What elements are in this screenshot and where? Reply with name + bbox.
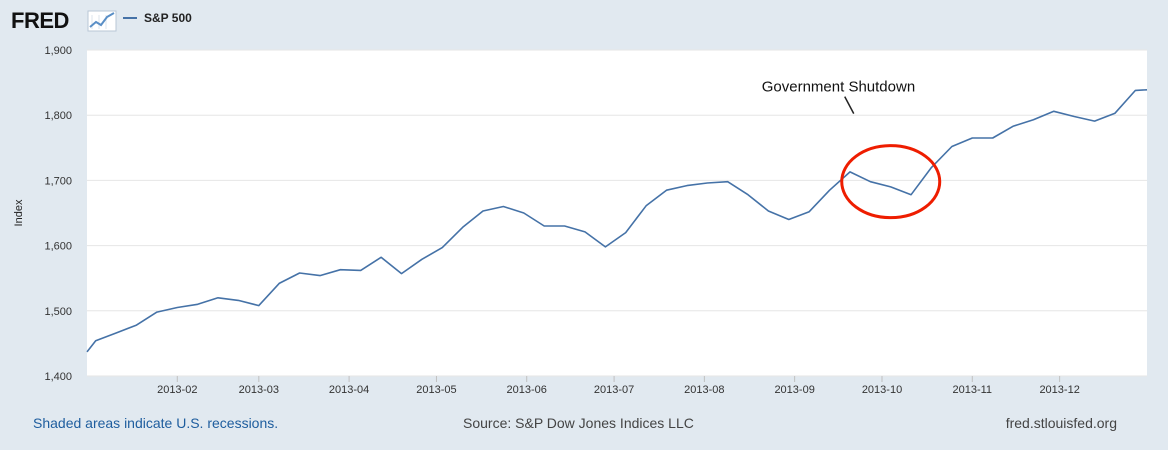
legend-label: S&P 500 <box>144 11 192 25</box>
annotation-circle <box>840 144 942 220</box>
x-tick-label: 2013-05 <box>416 384 456 396</box>
series-line-sp500[interactable] <box>86 89 1148 353</box>
x-tick-label: 2013-12 <box>1039 384 1079 396</box>
x-tick-label: 2013-02 <box>157 384 197 396</box>
y-tick-label: 1,900 <box>44 45 72 57</box>
y-tick-label: 1,700 <box>44 175 72 187</box>
x-tick-label: 2013-09 <box>774 384 814 396</box>
x-tick-label: 2013-07 <box>594 384 634 396</box>
x-tick-label: 2013-04 <box>329 384 369 396</box>
x-tick-label: 2013-08 <box>684 384 724 396</box>
plot-area <box>87 50 1147 376</box>
annotation-pointer <box>844 96 855 115</box>
x-tick-label: 2013-06 <box>507 384 547 396</box>
recession-note-link[interactable]: Shaded areas indicate U.S. recessions. <box>33 415 279 431</box>
y-axis-label: Index <box>13 199 25 226</box>
brand-name: FRED <box>11 8 69 33</box>
annotation-group: Government Shutdown <box>762 79 942 220</box>
x-tick-label: 2013-03 <box>239 384 279 396</box>
y-tick-label: 1,800 <box>44 110 72 122</box>
fred-logo[interactable]: FRED <box>11 8 117 33</box>
x-axis: 2013-02 2013-03 2013-04 2013-05 2013-06 2013-… <box>157 376 1080 396</box>
x-tick-label: 2013-11 <box>952 384 992 396</box>
y-tick-label: 1,400 <box>44 371 72 383</box>
legend: S&P 500 <box>123 11 192 25</box>
x-tick-label: 2013-10 <box>862 384 902 396</box>
chart: FRED S&P 500 1,4001,5001,6001,7001,8001,… <box>11 8 1148 396</box>
source-text: Source: S&P Dow Jones Indices LLC <box>463 415 694 431</box>
gridlines <box>87 49 1147 377</box>
trend-graph-icon <box>87 10 117 32</box>
series-group <box>86 89 1148 353</box>
site-link[interactable]: fred.stlouisfed.org <box>1005 415 1117 431</box>
y-axis: 1,400 1,500 1,600 1,700 1,800 1,900 <box>44 45 72 383</box>
y-tick-label: 1,600 <box>44 241 72 253</box>
y-tick-label: 1,500 <box>44 306 72 318</box>
annotation-label: Government Shutdown <box>762 79 915 96</box>
